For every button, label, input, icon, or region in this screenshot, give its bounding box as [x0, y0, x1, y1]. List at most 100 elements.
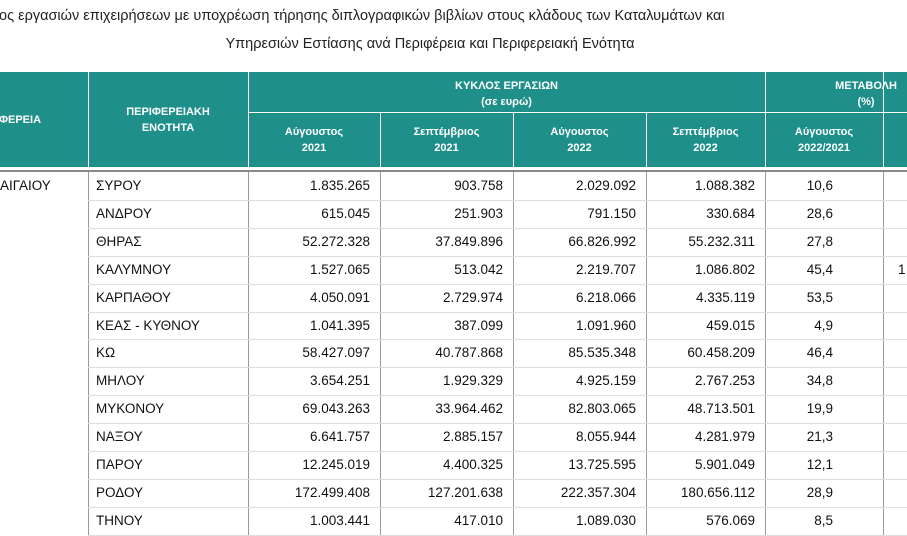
value-cell: 1.929.329 — [442, 373, 503, 389]
column-header: 2022/2021 — [798, 142, 850, 154]
column-line — [765, 172, 766, 536]
column-header: 2021 — [434, 142, 459, 154]
value-cell: 28,9 — [806, 484, 833, 500]
value-cell: 34,8 — [806, 373, 833, 389]
unit-cell: ΚΩ — [96, 345, 116, 361]
header-bg — [0, 72, 907, 167]
value-cell: 55.232.311 — [688, 233, 755, 249]
title-line: Υπηρεσιών Εστίασης ανά Περιφέρεια και Πε… — [225, 36, 635, 52]
value-cell: 66.826.992 — [568, 233, 636, 249]
column-line — [883, 172, 884, 536]
value-cell: 4.925.159 — [575, 373, 636, 389]
unit-cell: ΚΕΑΣ - ΚΥΘΝΟΥ — [96, 317, 200, 333]
header-cell: ΜΕΤΑΒΟΛΗ — [835, 80, 897, 92]
unit-cell: ΝΑΞΟΥ — [96, 429, 143, 445]
column-header: Αύγουστος — [284, 126, 344, 138]
value-cell: 513.042 — [454, 261, 503, 277]
column-line — [248, 172, 249, 536]
value-cell: 5.901.049 — [694, 457, 755, 472]
column-line — [646, 172, 647, 536]
unit-cell: ΚΑΛΥΜΝΟΥ — [96, 261, 172, 277]
row-line — [88, 367, 907, 369]
value-cell: 1.003.441 — [309, 512, 370, 528]
column-header: Σεπτέμβριος — [413, 126, 480, 138]
unit-cell: ΜΥΚΟΝΟΥ — [96, 401, 165, 417]
value-cell: 12.245.019 — [302, 457, 370, 472]
column-header: 202 — [883, 140, 907, 156]
value-cell: 46,4 — [806, 345, 833, 361]
value-cell: 1.086.802 — [694, 261, 755, 277]
header-cell: ΦΕΡΕΙΑ — [0, 114, 42, 126]
region-cell: ΑΙΓΑΙΟΥ — [0, 178, 51, 193]
value-cell: 1.527.065 — [309, 261, 370, 277]
value-cell: 1 — [898, 261, 906, 277]
value-cell: 330.684 — [706, 205, 755, 221]
column-header: Σεπ — [883, 124, 907, 140]
row-line — [88, 451, 907, 452]
title-line: λος εργασιών επιχειρήσεων με υποχρέωση τ… — [0, 8, 725, 24]
value-cell: 85.535.348 — [568, 345, 636, 361]
header-cell: (%) — [857, 96, 875, 108]
value-cell: 576.069 — [706, 512, 755, 528]
row-line — [88, 227, 907, 229]
unit-cell: ΡΟΔΟΥ — [96, 484, 144, 500]
column-line — [513, 172, 514, 536]
column-header: 2022 — [693, 142, 718, 154]
value-cell: 58.427.097 — [302, 345, 370, 361]
header-divider — [883, 72, 884, 167]
unit-cell: ΠΑΡΟΥ — [96, 457, 143, 472]
column-header: 2022 — [567, 142, 592, 154]
value-cell: 903.758 — [454, 178, 503, 193]
header-divider — [646, 112, 647, 167]
header-divider — [513, 112, 514, 167]
value-cell: 180.656.112 — [680, 484, 755, 500]
value-cell: 6.641.757 — [309, 429, 370, 445]
row-line — [88, 478, 907, 480]
unit-cell: ΑΝΔΡΟΥ — [96, 205, 152, 221]
value-cell: 53,5 — [806, 289, 833, 305]
unit-cell: ΘΗΡΑΣ — [96, 233, 142, 249]
row-line — [88, 283, 907, 285]
value-cell: 40.787.868 — [435, 345, 503, 361]
value-cell: 12,1 — [806, 457, 833, 472]
value-cell: 615.045 — [321, 205, 370, 221]
column-header: Αύγουστος — [794, 126, 854, 138]
row-line — [88, 534, 907, 536]
value-cell: 2.767.253 — [694, 373, 755, 389]
unit-cell: ΚΑΡΠΑΘΟΥ — [96, 289, 172, 305]
value-cell: 60.458.209 — [687, 345, 755, 361]
value-cell: 2.219.707 — [575, 261, 636, 277]
row-line — [88, 339, 907, 341]
row-line — [88, 311, 907, 313]
row-line — [88, 199, 907, 201]
row-line — [88, 423, 907, 425]
value-cell: 2.885.157 — [442, 429, 503, 445]
unit-cell: ΣΥΡΟΥ — [96, 178, 142, 193]
value-cell: 33.964.462 — [435, 401, 503, 417]
value-cell: 1.088.382 — [694, 178, 755, 193]
value-cell: 127.201.638 — [427, 484, 503, 500]
column-header: 2021 — [301, 142, 327, 154]
value-cell: 6.218.066 — [575, 289, 636, 305]
value-cell: 222.357.304 — [560, 484, 636, 500]
value-cell: 37.849.896 — [435, 233, 503, 249]
value-cell: 3.654.251 — [309, 373, 370, 389]
header-divider — [765, 72, 766, 167]
column-header: Σεπτέμβριος — [672, 126, 739, 138]
value-cell: 8.055.944 — [575, 429, 636, 445]
value-cell: 45,4 — [806, 261, 833, 277]
row-line — [88, 506, 907, 508]
value-cell: 52.272.328 — [302, 233, 370, 249]
header-cell: (σε ευρώ) — [481, 96, 532, 108]
value-cell: 459.015 — [706, 317, 755, 333]
header-cell: ΕΝΟΤΗΤΑ — [141, 122, 195, 134]
row-line — [88, 255, 907, 257]
value-cell: 2.029.092 — [575, 178, 636, 193]
value-cell: 4,9 — [814, 317, 833, 333]
value-cell: 1.089.030 — [575, 512, 636, 528]
header-divider — [88, 72, 89, 167]
value-cell: 4.281.979 — [694, 429, 755, 445]
header-divider — [248, 72, 249, 167]
column-line — [380, 172, 381, 536]
